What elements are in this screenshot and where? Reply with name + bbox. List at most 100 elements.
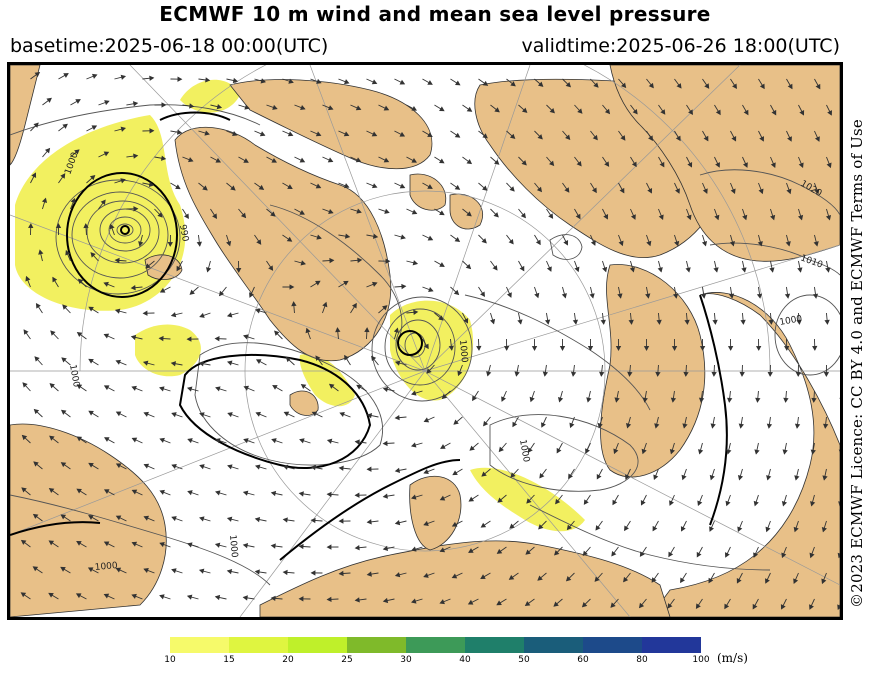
wind-arrow-head xyxy=(782,449,788,455)
wind-arrow-head xyxy=(537,134,543,140)
wind-arrow-head xyxy=(283,411,290,417)
wind-arrow-head xyxy=(100,199,106,206)
wind-arrow-head xyxy=(631,161,637,168)
wind-arrow-head xyxy=(259,131,266,137)
low-center-west xyxy=(120,225,130,235)
wind-arrow-head xyxy=(680,526,686,532)
graticule-meridian-2 xyxy=(309,65,426,372)
wind-arrow-head xyxy=(411,209,418,215)
wind-arrow-head xyxy=(62,123,68,129)
wind-arrow-head xyxy=(755,345,762,351)
legend-swatch xyxy=(642,637,701,653)
wind-arrow-head xyxy=(574,266,580,273)
wind-arrow-head xyxy=(466,159,473,165)
wind-arrow-head xyxy=(536,186,543,193)
legend-tick-label: 10 xyxy=(164,655,176,665)
legend-ticks: 10 15 20 25 30 40 50 60 80 100 xyxy=(164,653,709,667)
wind-arrow-head xyxy=(214,594,221,601)
wind-arrow-head xyxy=(708,577,714,584)
isobar-label: 1000 xyxy=(67,364,81,389)
legend-tick-label: 60 xyxy=(577,655,589,665)
wind-arrow-head xyxy=(63,73,69,78)
wind-arrow-head xyxy=(130,334,137,341)
wind-arrow-head xyxy=(783,397,789,403)
wind-arrow-head xyxy=(737,475,744,481)
wind-arrow-head xyxy=(564,187,570,193)
wind-arrow-head xyxy=(642,397,648,403)
wind-arrow-head xyxy=(525,549,531,555)
wind-arrow-head xyxy=(632,108,638,115)
wind-arrow-head xyxy=(356,384,362,390)
wind-arrow-head xyxy=(537,81,544,87)
wind-arrow-head xyxy=(821,526,827,533)
wind-arrow-head xyxy=(604,108,611,115)
isobar-central-low-2 xyxy=(395,319,441,371)
wind-arrow-head xyxy=(439,210,445,216)
wind-arrow-head xyxy=(383,157,390,163)
wind-arrow-head xyxy=(492,265,498,271)
wind-arrow-head xyxy=(255,308,261,314)
wind-arrow-head xyxy=(531,346,538,351)
wind-arrow-head xyxy=(76,331,83,338)
wind-shading-northwest-arc xyxy=(180,79,240,113)
wind-arrow-head xyxy=(159,542,165,548)
wind-arrow-head xyxy=(506,292,512,298)
wind-arrow-head xyxy=(131,437,138,443)
wind-arrow-head xyxy=(797,214,804,221)
wind-arrow-head xyxy=(189,103,195,109)
wind-arrow-head xyxy=(600,319,606,325)
wind-arrow-head xyxy=(527,447,533,453)
wind-arrow-head xyxy=(643,346,650,351)
legend-swatch xyxy=(524,637,583,653)
wind-arrow-head xyxy=(823,372,830,377)
wind-arrow-head xyxy=(585,448,590,454)
wind-arrow-head xyxy=(700,293,707,299)
svalbard-island xyxy=(289,390,319,416)
wind-arrow-head xyxy=(50,330,56,336)
wind-arrow-head xyxy=(441,393,448,400)
wind-arrow-head xyxy=(46,97,52,103)
wind-arrow-head xyxy=(226,312,233,318)
wind-arrow-head xyxy=(31,172,37,178)
wind-arrow-head xyxy=(115,359,121,365)
wind-arrow-head xyxy=(695,603,701,609)
wind-arrow-head xyxy=(55,223,62,228)
wind-arrow-head xyxy=(287,184,293,189)
wind-arrow-head xyxy=(647,188,653,194)
wind-arrow-head xyxy=(454,184,461,190)
wind-arrow-head xyxy=(205,77,211,83)
wind-arrow-head xyxy=(725,500,731,507)
isobar-west-low-4 xyxy=(86,200,160,264)
wind-arrow-head xyxy=(187,438,193,444)
wind-arrow-head xyxy=(240,212,247,219)
wind-arrow-head xyxy=(366,466,372,472)
isobar-northeast-2 xyxy=(709,242,840,276)
legend-swatch xyxy=(288,637,347,653)
wind-arrow-head xyxy=(70,197,76,204)
wind-arrow-head xyxy=(103,593,110,599)
wind-arrow-head xyxy=(741,267,747,273)
wind-arrow-head xyxy=(684,319,690,325)
wind-arrow-head xyxy=(343,79,350,85)
wind-arrow-head xyxy=(44,147,51,154)
wind-arrow-head xyxy=(455,80,461,86)
wind-arrow-head xyxy=(226,240,232,247)
wind-arrow-head xyxy=(243,334,249,340)
wind-arrow-head xyxy=(339,411,345,417)
isobar-west-low-5 xyxy=(71,191,169,279)
wind-arrow-head xyxy=(271,157,278,163)
wind-arrow-head xyxy=(812,345,818,351)
wind-arrow-head xyxy=(282,569,288,576)
graticule-meridian-6 xyxy=(424,370,840,586)
wind-arrow-head xyxy=(715,109,721,116)
wind-arrow-head xyxy=(326,491,332,498)
wind-arrow-head xyxy=(509,523,515,529)
wind-arrow-head xyxy=(60,173,66,179)
wind-arrow-head xyxy=(799,110,805,116)
wind-arrow-head xyxy=(597,422,603,429)
wind-arrow-head xyxy=(33,461,39,467)
wind-arrow-head xyxy=(481,471,487,477)
wind-arrow-head xyxy=(316,234,322,240)
wind-arrow-head xyxy=(587,346,594,351)
wind-arrow-head xyxy=(468,548,474,553)
